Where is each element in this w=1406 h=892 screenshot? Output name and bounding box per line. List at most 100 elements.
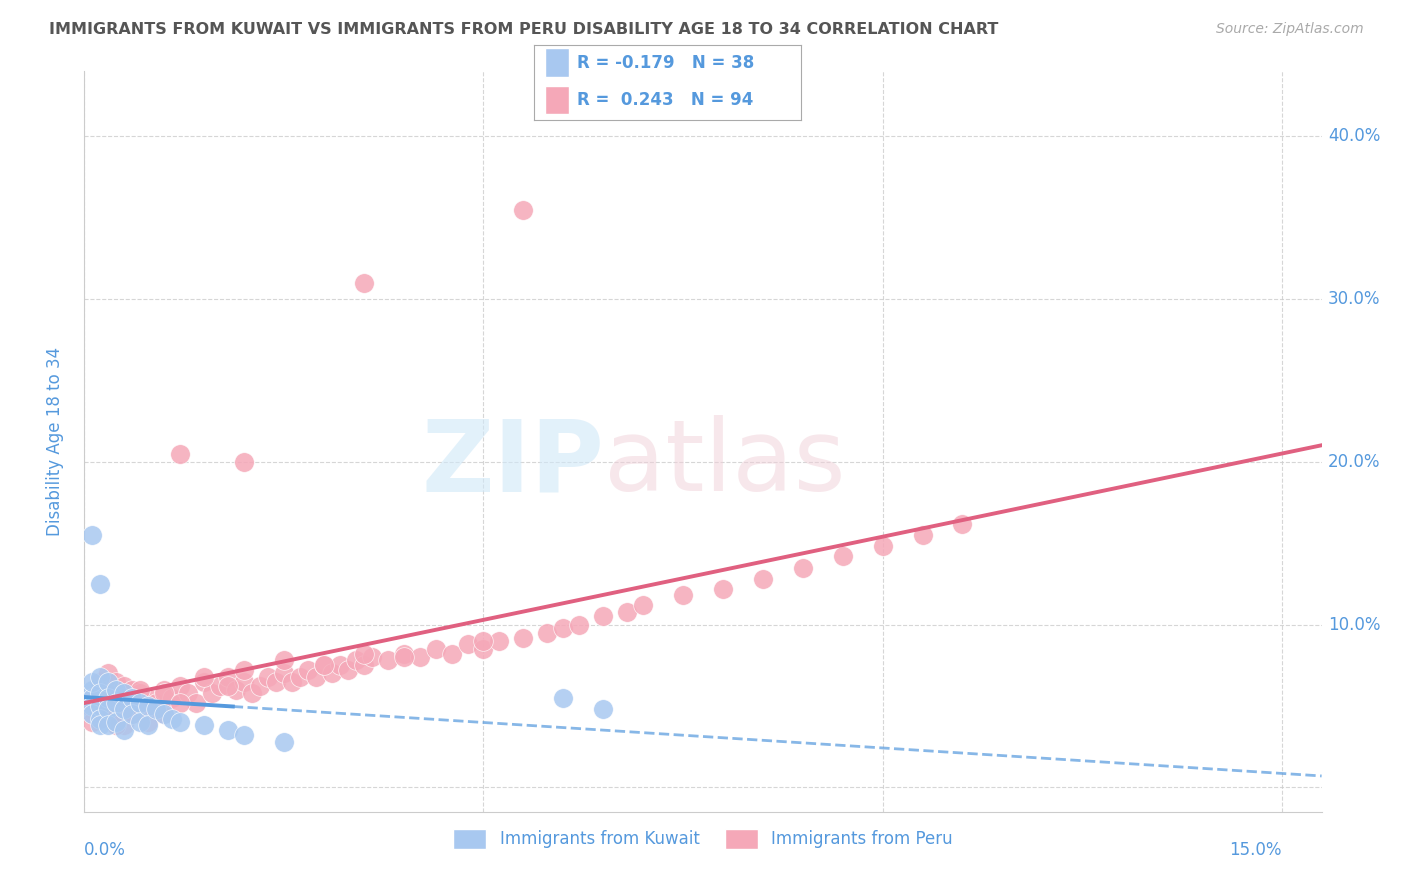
Text: R = -0.179   N = 38: R = -0.179 N = 38 [576,54,754,71]
Point [193,718,215,732]
Point [209,680,232,694]
Point [264,674,287,689]
Point [440,647,463,661]
Point [153,707,176,722]
Point [240,686,263,700]
Point [160,712,183,726]
Point [136,702,159,716]
Point [82,690,104,705]
Point [153,707,176,722]
Point [121,702,143,716]
Point [105,715,128,730]
Bar [546,48,569,78]
Y-axis label: Disability Age 18 to 34: Disability Age 18 to 34 [45,347,63,536]
Point [592,702,614,716]
Point [136,698,159,713]
Point [911,528,934,542]
Point [392,647,415,661]
Point [312,658,335,673]
Point [281,674,304,689]
Point [353,658,375,673]
Point [457,637,479,651]
Point [792,560,814,574]
Point [121,707,143,722]
Point [82,707,104,722]
Point [112,686,135,700]
Text: Source: ZipAtlas.com: Source: ZipAtlas.com [1216,22,1364,37]
Point [97,698,120,713]
Point [105,718,128,732]
Point [121,707,143,722]
Point [831,549,853,564]
Point [112,718,135,732]
Point [169,680,191,694]
Point [752,572,775,586]
Text: R =  0.243   N = 94: R = 0.243 N = 94 [576,91,754,109]
Point [592,609,614,624]
Point [329,658,352,673]
Text: ZIP: ZIP [422,416,605,512]
Point [97,702,120,716]
Point [184,696,207,710]
Point [312,658,335,673]
Point [193,674,215,689]
Point [129,715,152,730]
Point [97,690,120,705]
Point [82,682,104,697]
Point [89,670,111,684]
Point [273,653,295,667]
Point [89,698,111,713]
Point [129,682,152,697]
Point [177,686,200,700]
Point [89,712,111,726]
Point [153,686,176,700]
Point [672,588,695,602]
Point [145,702,167,716]
Point [89,718,111,732]
Point [344,653,367,667]
Point [105,696,128,710]
Point [553,690,575,705]
Point [121,682,143,697]
Point [273,666,295,681]
Text: 20.0%: 20.0% [1327,453,1381,471]
Point [136,715,159,730]
Text: 15.0%: 15.0% [1229,841,1282,859]
Point [82,702,104,716]
Point [536,625,558,640]
Point [553,621,575,635]
Point [82,528,104,542]
Point [136,690,159,705]
Point [952,516,974,531]
Point [193,670,215,684]
Point [425,642,447,657]
Point [97,674,120,689]
Point [233,728,256,742]
Bar [546,86,569,114]
Point [872,540,894,554]
Point [105,674,128,689]
Point [353,276,375,290]
Point [89,712,111,726]
Text: IMMIGRANTS FROM KUWAIT VS IMMIGRANTS FROM PERU DISABILITY AGE 18 TO 34 CORRELATI: IMMIGRANTS FROM KUWAIT VS IMMIGRANTS FRO… [49,22,998,37]
Point [233,674,256,689]
Point [233,663,256,677]
Point [112,702,135,716]
Point [392,650,415,665]
Text: 10.0%: 10.0% [1327,615,1381,633]
Point [512,202,534,217]
Point [169,447,191,461]
Point [568,617,591,632]
Point [97,666,120,681]
Point [82,715,104,730]
Point [711,582,734,596]
Text: atlas: atlas [605,416,845,512]
Point [377,653,399,667]
Point [631,598,654,612]
Point [297,663,319,677]
Point [408,650,430,665]
Point [89,686,111,700]
Point [121,690,143,705]
Point [89,674,111,689]
Point [129,696,152,710]
